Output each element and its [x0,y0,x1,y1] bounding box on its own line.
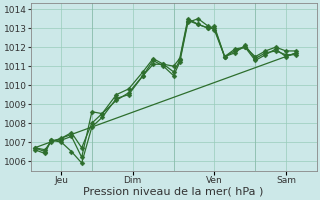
X-axis label: Pression niveau de la mer( hPa ): Pression niveau de la mer( hPa ) [84,187,264,197]
